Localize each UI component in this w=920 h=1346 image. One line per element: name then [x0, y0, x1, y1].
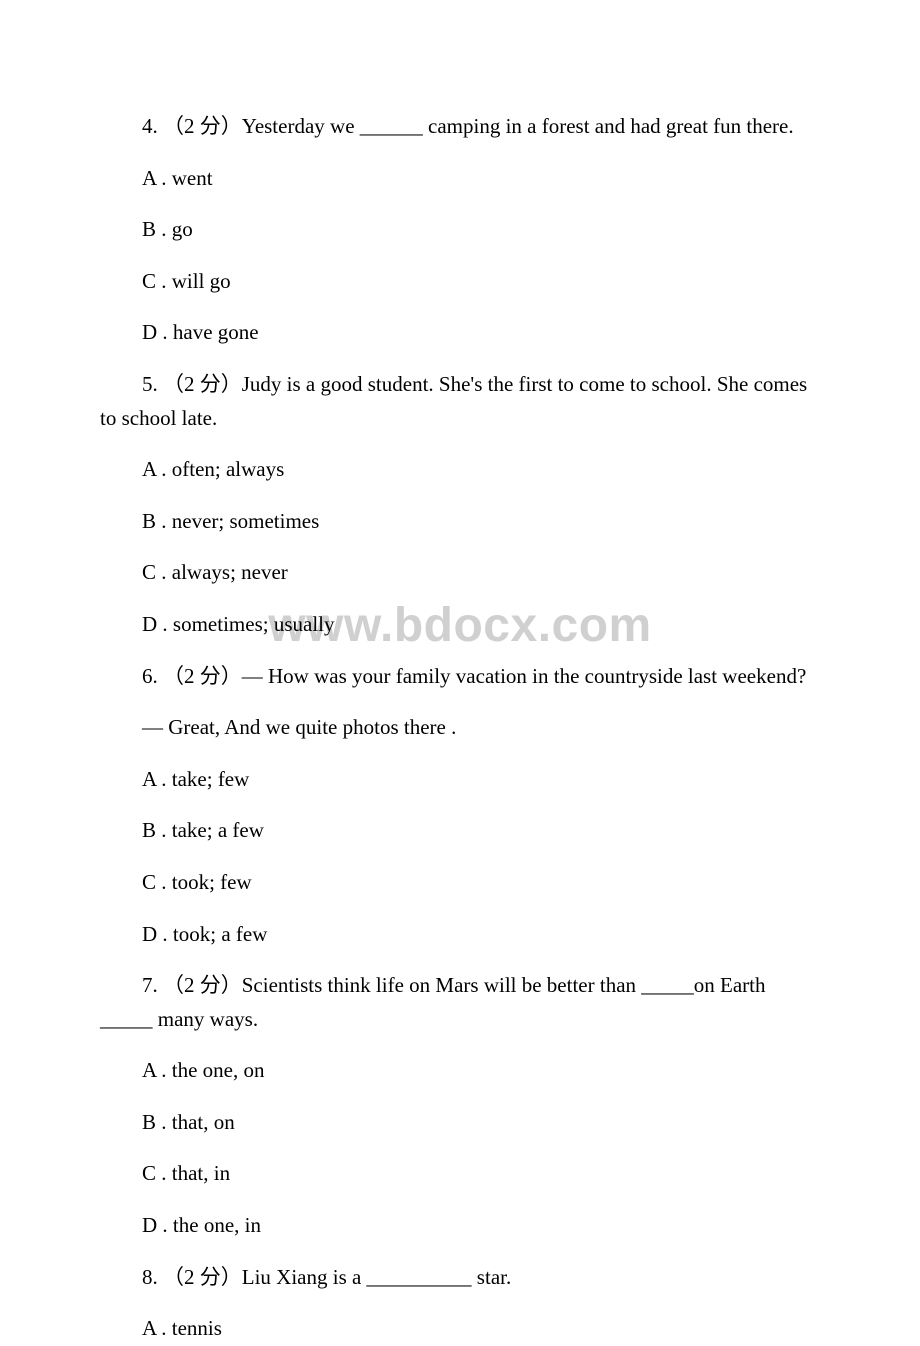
question-6-text2: — Great, And we quite photos there .	[100, 711, 820, 745]
q6-body: — How was your family vacation in the co…	[242, 664, 807, 688]
q6-option-d: D . took; a few	[100, 918, 820, 952]
q4-option-b: B . go	[100, 213, 820, 247]
question-6-text: 6. （2 分）— How was your family vacation i…	[100, 660, 820, 694]
q7-number: 7.	[142, 973, 163, 997]
q7-option-b: B . that, on	[100, 1106, 820, 1140]
q6-points: （2 分）	[163, 664, 242, 688]
q4-body: Yesterday we ______ camping in a forest …	[242, 114, 794, 138]
q6-option-b: B . take; a few	[100, 814, 820, 848]
q4-option-c: C . will go	[100, 265, 820, 299]
q6-option-a: A . take; few	[100, 763, 820, 797]
q5-points: （2 分）	[163, 372, 242, 396]
question-8-text: 8. （2 分）Liu Xiang is a __________ star.	[100, 1261, 820, 1295]
q4-option-a: A . went	[100, 162, 820, 196]
question-4-text: 4. （2 分）Yesterday we ______ camping in a…	[100, 110, 820, 144]
q5-option-c: C . always; never	[100, 556, 820, 590]
question-5-text: 5. （2 分）Judy is a good student. She's th…	[100, 368, 820, 435]
q5-number: 5.	[142, 372, 163, 396]
q7-option-c: C . that, in	[100, 1157, 820, 1191]
q7-option-a: A . the one, on	[100, 1054, 820, 1088]
document-content: 4. （2 分）Yesterday we ______ camping in a…	[100, 110, 820, 1346]
question-7-text: 7. （2 分）Scientists think life on Mars wi…	[100, 969, 820, 1036]
q7-points: （2 分）	[163, 973, 242, 997]
q5-option-d: D . sometimes; usually	[100, 608, 820, 642]
q4-option-d: D . have gone	[100, 316, 820, 350]
q8-points: （2 分）	[163, 1265, 242, 1289]
q6-option-c: C . took; few	[100, 866, 820, 900]
q4-points: （2 分）	[163, 114, 242, 138]
q8-option-a: A . tennis	[100, 1312, 820, 1346]
q5-option-b: B . never; sometimes	[100, 505, 820, 539]
q4-number: 4.	[142, 114, 163, 138]
q8-number: 8.	[142, 1265, 163, 1289]
q6-number: 6.	[142, 664, 163, 688]
q5-option-a: A . often; always	[100, 453, 820, 487]
q8-body: Liu Xiang is a __________ star.	[242, 1265, 511, 1289]
q7-option-d: D . the one, in	[100, 1209, 820, 1243]
